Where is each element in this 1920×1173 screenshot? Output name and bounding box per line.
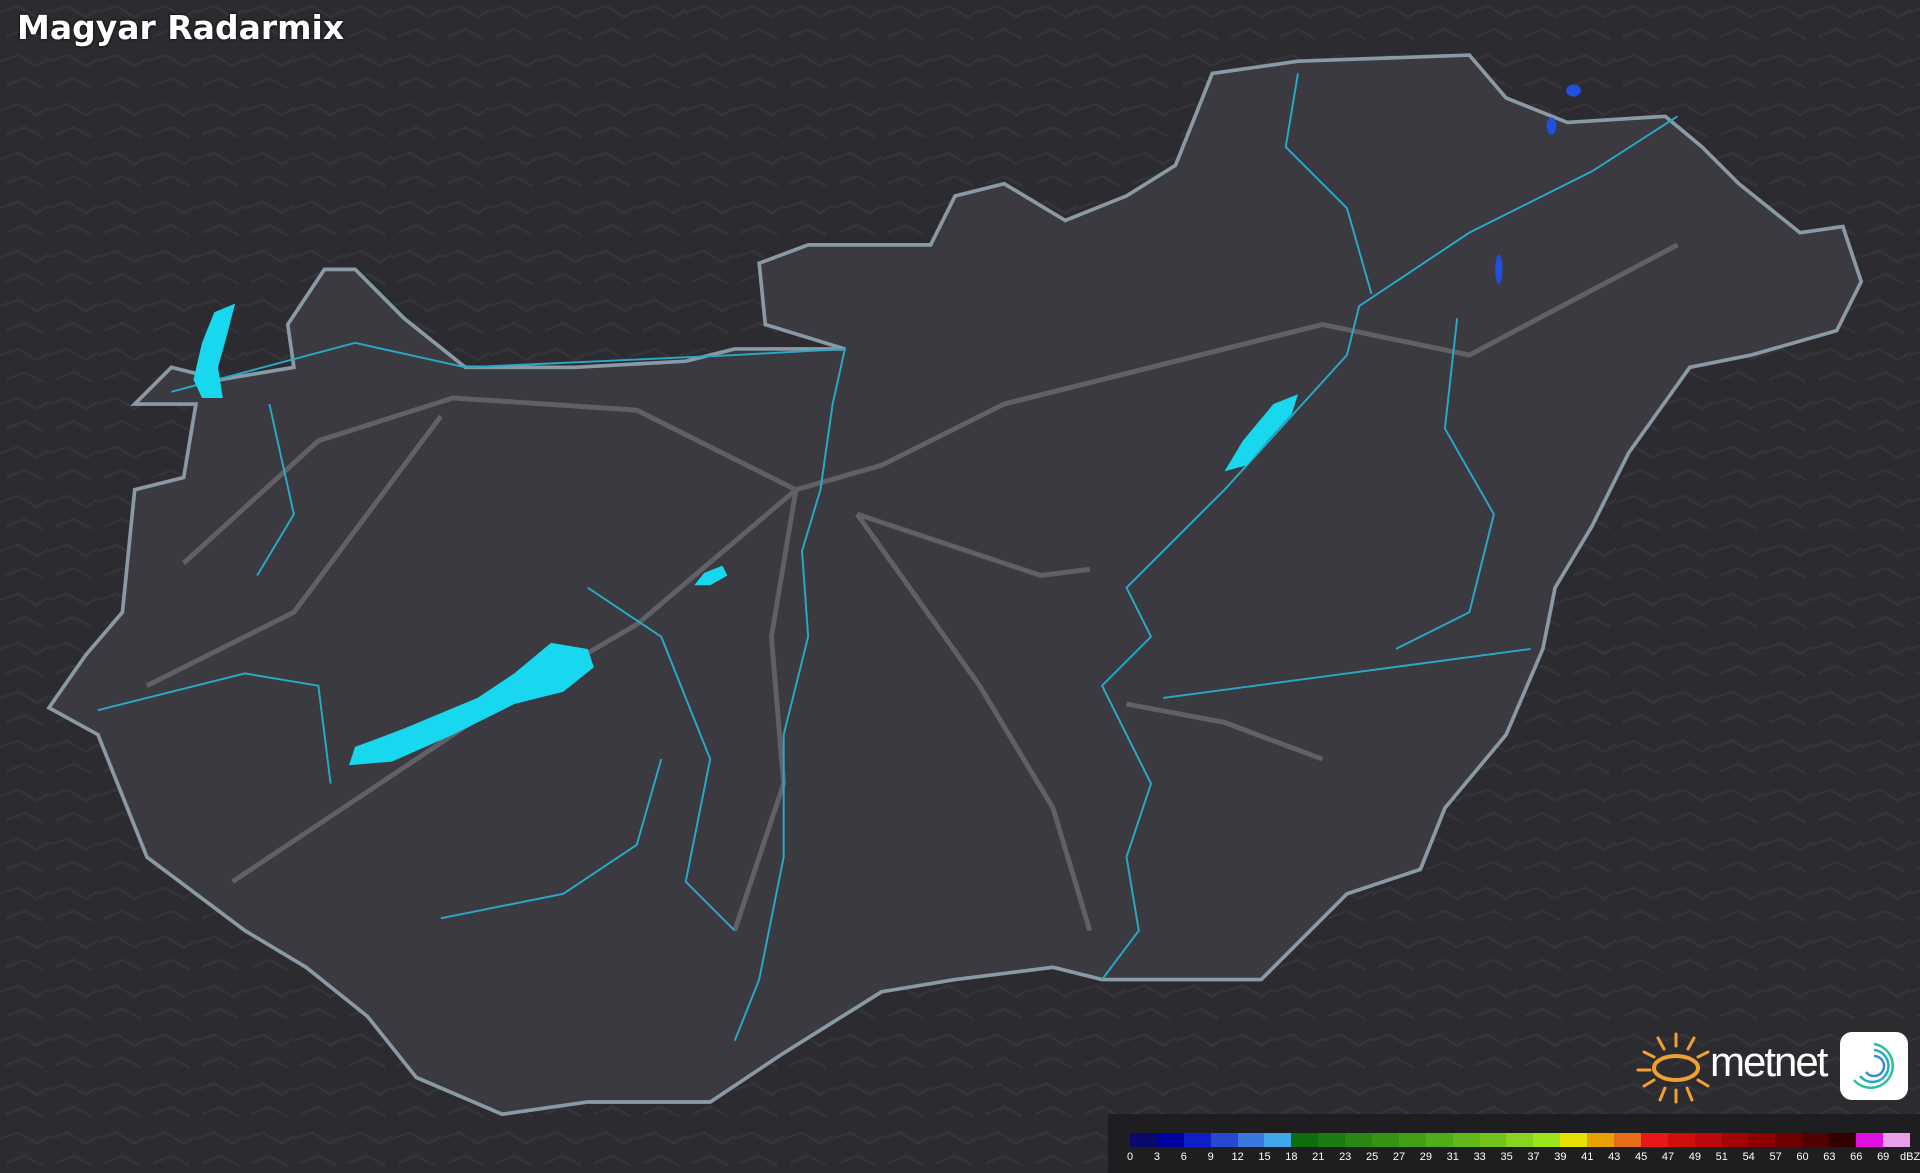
legend-label: 18 [1285, 1151, 1298, 1163]
legend-label: 57 [1769, 1151, 1782, 1163]
legend-label: 43 [1608, 1151, 1621, 1163]
legend-label: 15 [1258, 1151, 1271, 1163]
radar-echoes [1495, 84, 1581, 285]
legend-label: 21 [1312, 1151, 1325, 1163]
map-title: Magyar Radarmix [17, 8, 345, 47]
legend-swatch [1694, 1133, 1722, 1147]
legend-swatch [1291, 1133, 1319, 1147]
legend-swatch [1452, 1133, 1480, 1147]
tisza-river [1100, 115, 1679, 981]
legend-label: 9 [1207, 1151, 1214, 1163]
legend-label: 27 [1392, 1151, 1406, 1163]
legend-swatch [1614, 1133, 1641, 1147]
legend-label: 12 [1231, 1151, 1244, 1163]
legend-swatch [1667, 1133, 1695, 1147]
legend-label: 45 [1634, 1151, 1648, 1163]
legend-swatch [1882, 1133, 1910, 1147]
logo-text: metnet [1710, 1038, 1828, 1085]
lake-velence [694, 565, 728, 586]
legend-label: 69 [1877, 1151, 1890, 1163]
legend-swatch [1425, 1133, 1453, 1147]
legend-swatch [1829, 1133, 1857, 1147]
legend-label: 31 [1446, 1151, 1459, 1163]
lake-neusiedl [193, 303, 236, 398]
legend-label: 3 [1153, 1151, 1160, 1163]
legend-swatch [1479, 1133, 1507, 1147]
legend-swatch [1264, 1133, 1292, 1147]
roads [145, 242, 1679, 932]
legend-label: 33 [1473, 1151, 1486, 1163]
legend-label: 63 [1823, 1151, 1836, 1163]
legend-swatch [1721, 1133, 1749, 1147]
lakes [193, 303, 1298, 766]
legend-swatch [1533, 1133, 1561, 1147]
legend-label: 35 [1500, 1151, 1513, 1163]
legend-label: 0 [1126, 1151, 1134, 1163]
legend-label: 47 [1661, 1151, 1675, 1163]
legend-label: 41 [1581, 1151, 1594, 1163]
dbz-legend: 0 3 6 9 12 15 18 21 23 25 27 29 31 33 35 37 39 41 43 45 47 49… [1108, 1114, 1920, 1173]
legend-swatch [1237, 1133, 1265, 1147]
legend-label: 60 [1796, 1151, 1809, 1163]
legend-label: 6 [1180, 1151, 1187, 1163]
legend-label: 23 [1339, 1151, 1352, 1163]
legend-swatch [1856, 1133, 1883, 1147]
legend-swatch [1156, 1133, 1184, 1147]
legend-swatch [1506, 1133, 1534, 1147]
legend-swatch [1560, 1133, 1588, 1147]
legend-color-bar [1130, 1133, 1910, 1147]
danube-river [171, 341, 847, 1042]
legend-label: 37 [1527, 1151, 1540, 1163]
legend-swatch [1318, 1133, 1346, 1147]
legend-swatch [1210, 1133, 1238, 1147]
legend-label: 66 [1850, 1151, 1863, 1163]
legend-swatch [1802, 1133, 1830, 1147]
legend-label: 51 [1715, 1151, 1728, 1163]
legend-swatch [1372, 1133, 1399, 1147]
legend-label: 49 [1688, 1151, 1702, 1163]
legend-unit: dBZ [1900, 1151, 1920, 1163]
lake-balaton [348, 642, 594, 766]
rivers [97, 73, 1679, 1042]
legend-label: 25 [1365, 1151, 1379, 1163]
legend-swatch [1775, 1133, 1803, 1147]
legend-swatch [1748, 1133, 1776, 1147]
sun-icon [1636, 1032, 1710, 1104]
legend-swatch [1398, 1133, 1426, 1147]
legend-label: 54 [1742, 1151, 1755, 1163]
legend-swatch [1183, 1133, 1211, 1147]
lake-tisza [1224, 394, 1298, 472]
legend-swatch [1345, 1133, 1373, 1147]
legend-swatch [1587, 1133, 1615, 1147]
legend-swatch [1640, 1133, 1668, 1147]
legend-labels: 0 3 6 9 12 15 18 21 23 25 27 29 31 33 35 37 39 41 43 45 47 49… [1126, 1151, 1920, 1167]
legend-label: 39 [1554, 1151, 1567, 1163]
legend-swatch [1130, 1133, 1157, 1147]
app-swirl-icon [1840, 1032, 1908, 1100]
hungary-country-shape [46, 53, 1864, 1117]
legend-label: 29 [1419, 1151, 1433, 1163]
metnet-logo[interactable]: metnet [1636, 1030, 1916, 1106]
